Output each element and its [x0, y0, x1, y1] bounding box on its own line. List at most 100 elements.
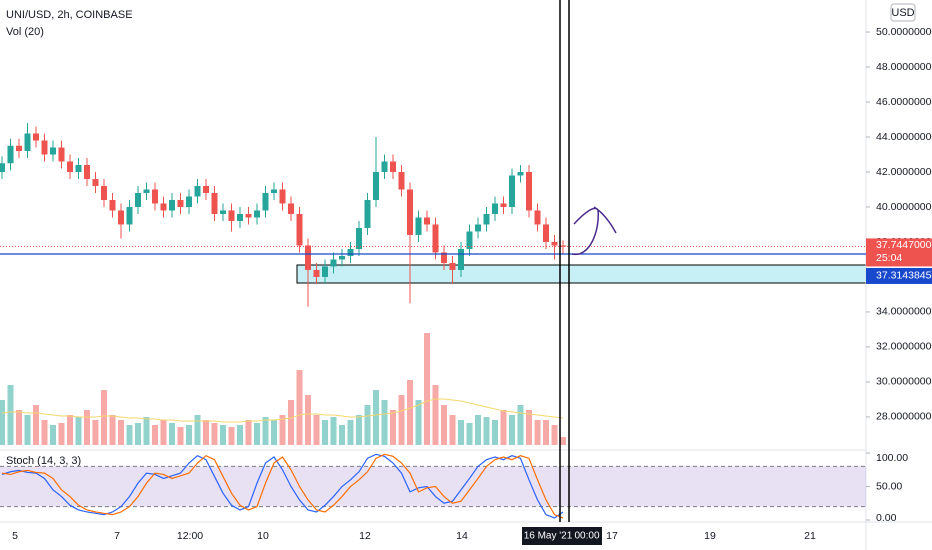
y-tick-label: 40.00000000 — [876, 201, 932, 213]
volume-bar — [92, 420, 99, 445]
y-tick-label: 42.00000000 — [876, 166, 932, 178]
candle-body — [169, 199, 175, 211]
volume-bar — [424, 333, 430, 445]
volume-bar — [254, 423, 260, 445]
currency-box[interactable] — [890, 3, 916, 22]
stoch-tick-label: 50.00 — [876, 480, 902, 492]
y-tick-label: 46.00000000 — [876, 96, 932, 108]
candle-body — [160, 203, 167, 211]
candle-body — [262, 192, 269, 211]
candle-body — [364, 199, 371, 228]
volume-bar — [305, 395, 311, 445]
volume-bar — [33, 405, 39, 445]
candle-body — [143, 189, 150, 193]
volume-bar — [373, 390, 379, 445]
last-price-label: 37.74470000 — [876, 239, 932, 251]
y-tick-label: 28.00000000 — [876, 411, 932, 423]
chart-title: UNI/USD, 2h, COINBASE — [6, 9, 133, 21]
volume-bar — [398, 395, 405, 445]
volume-bar — [560, 437, 566, 445]
y-tick-label: 34.00000000 — [876, 306, 932, 318]
candle-body — [347, 248, 354, 256]
volume-bar — [220, 425, 226, 445]
candle-body — [551, 241, 558, 246]
candle-body — [211, 192, 218, 214]
candle-body — [177, 199, 184, 207]
candle-body — [33, 133, 39, 141]
candle-body — [135, 192, 141, 207]
candle-body — [220, 210, 226, 214]
candle-body — [534, 210, 541, 225]
candle-body — [407, 189, 413, 235]
volume-bar — [449, 415, 456, 445]
x-tick-label: 5 — [12, 530, 18, 542]
candle-body — [118, 210, 124, 225]
crosshair-time-box — [574, 527, 602, 545]
volume-bar — [135, 423, 141, 445]
candle-body — [398, 171, 405, 190]
volume-bar — [517, 405, 524, 445]
candle-body — [194, 185, 201, 197]
volume-bar — [271, 420, 277, 445]
candle-body — [526, 171, 532, 211]
candle-body — [237, 213, 243, 221]
volume-bar — [245, 420, 252, 445]
volume-bar — [322, 420, 328, 445]
candle-body — [245, 213, 252, 218]
support-zone — [296, 264, 867, 284]
volume-bar — [126, 425, 133, 445]
volume-bar — [407, 380, 413, 445]
x-tick-label: 19 — [704, 530, 716, 542]
x-tick-label: 21 — [804, 530, 816, 542]
candle-body — [279, 189, 286, 204]
x-tick-label: 12 — [359, 530, 371, 542]
y-tick-label: 48.00000000 — [876, 61, 932, 73]
candle-body — [16, 145, 22, 151]
candle-body — [0, 163, 5, 172]
volume-ma — [1, 398, 564, 423]
candle-body — [381, 161, 388, 172]
candle-body — [449, 262, 456, 270]
candle-body — [330, 259, 337, 267]
hand-drawing — [571, 206, 617, 255]
candle-body — [432, 224, 439, 253]
candle-body — [288, 203, 294, 214]
candle-body — [58, 147, 65, 162]
candle-body — [296, 213, 303, 246]
candle-body — [560, 245, 566, 247]
candle-body — [41, 140, 48, 155]
volume-bar — [41, 420, 48, 445]
candle-body — [475, 224, 481, 232]
volume-bar — [67, 415, 73, 445]
volume-bar — [500, 410, 507, 445]
volume-bar — [526, 410, 532, 445]
y-tick-label: 50.00000000 — [876, 26, 932, 38]
volume-bar — [262, 417, 269, 445]
candle-body — [186, 196, 192, 207]
candle-body — [441, 252, 447, 263]
candle-body — [500, 203, 507, 207]
volume-bar — [364, 405, 371, 445]
x-tick-label: 16 May '21 — [524, 531, 573, 542]
volume-bar — [339, 425, 345, 445]
stoch-tick-label: 100.00 — [876, 452, 908, 464]
candle-body — [101, 185, 107, 200]
candle-body — [84, 164, 90, 179]
candle-body — [203, 185, 209, 193]
volume-bar — [313, 415, 320, 445]
x-tick-label: 7 — [114, 530, 120, 542]
candle-body — [492, 203, 498, 214]
volume-bar — [160, 420, 167, 445]
volume-bar — [84, 410, 90, 445]
x-tick-label: 12:00 — [177, 530, 203, 542]
volume-bar — [186, 425, 192, 445]
candle-body — [271, 189, 277, 193]
candle-body — [126, 206, 133, 225]
volume-bar — [143, 417, 150, 445]
volume-bar — [228, 427, 235, 445]
candle-body — [509, 175, 515, 207]
volume-bar — [381, 400, 388, 445]
stoch-title: Stoch (14, 3, 3) — [6, 455, 81, 467]
y-tick-label: 30.00000000 — [876, 376, 932, 388]
